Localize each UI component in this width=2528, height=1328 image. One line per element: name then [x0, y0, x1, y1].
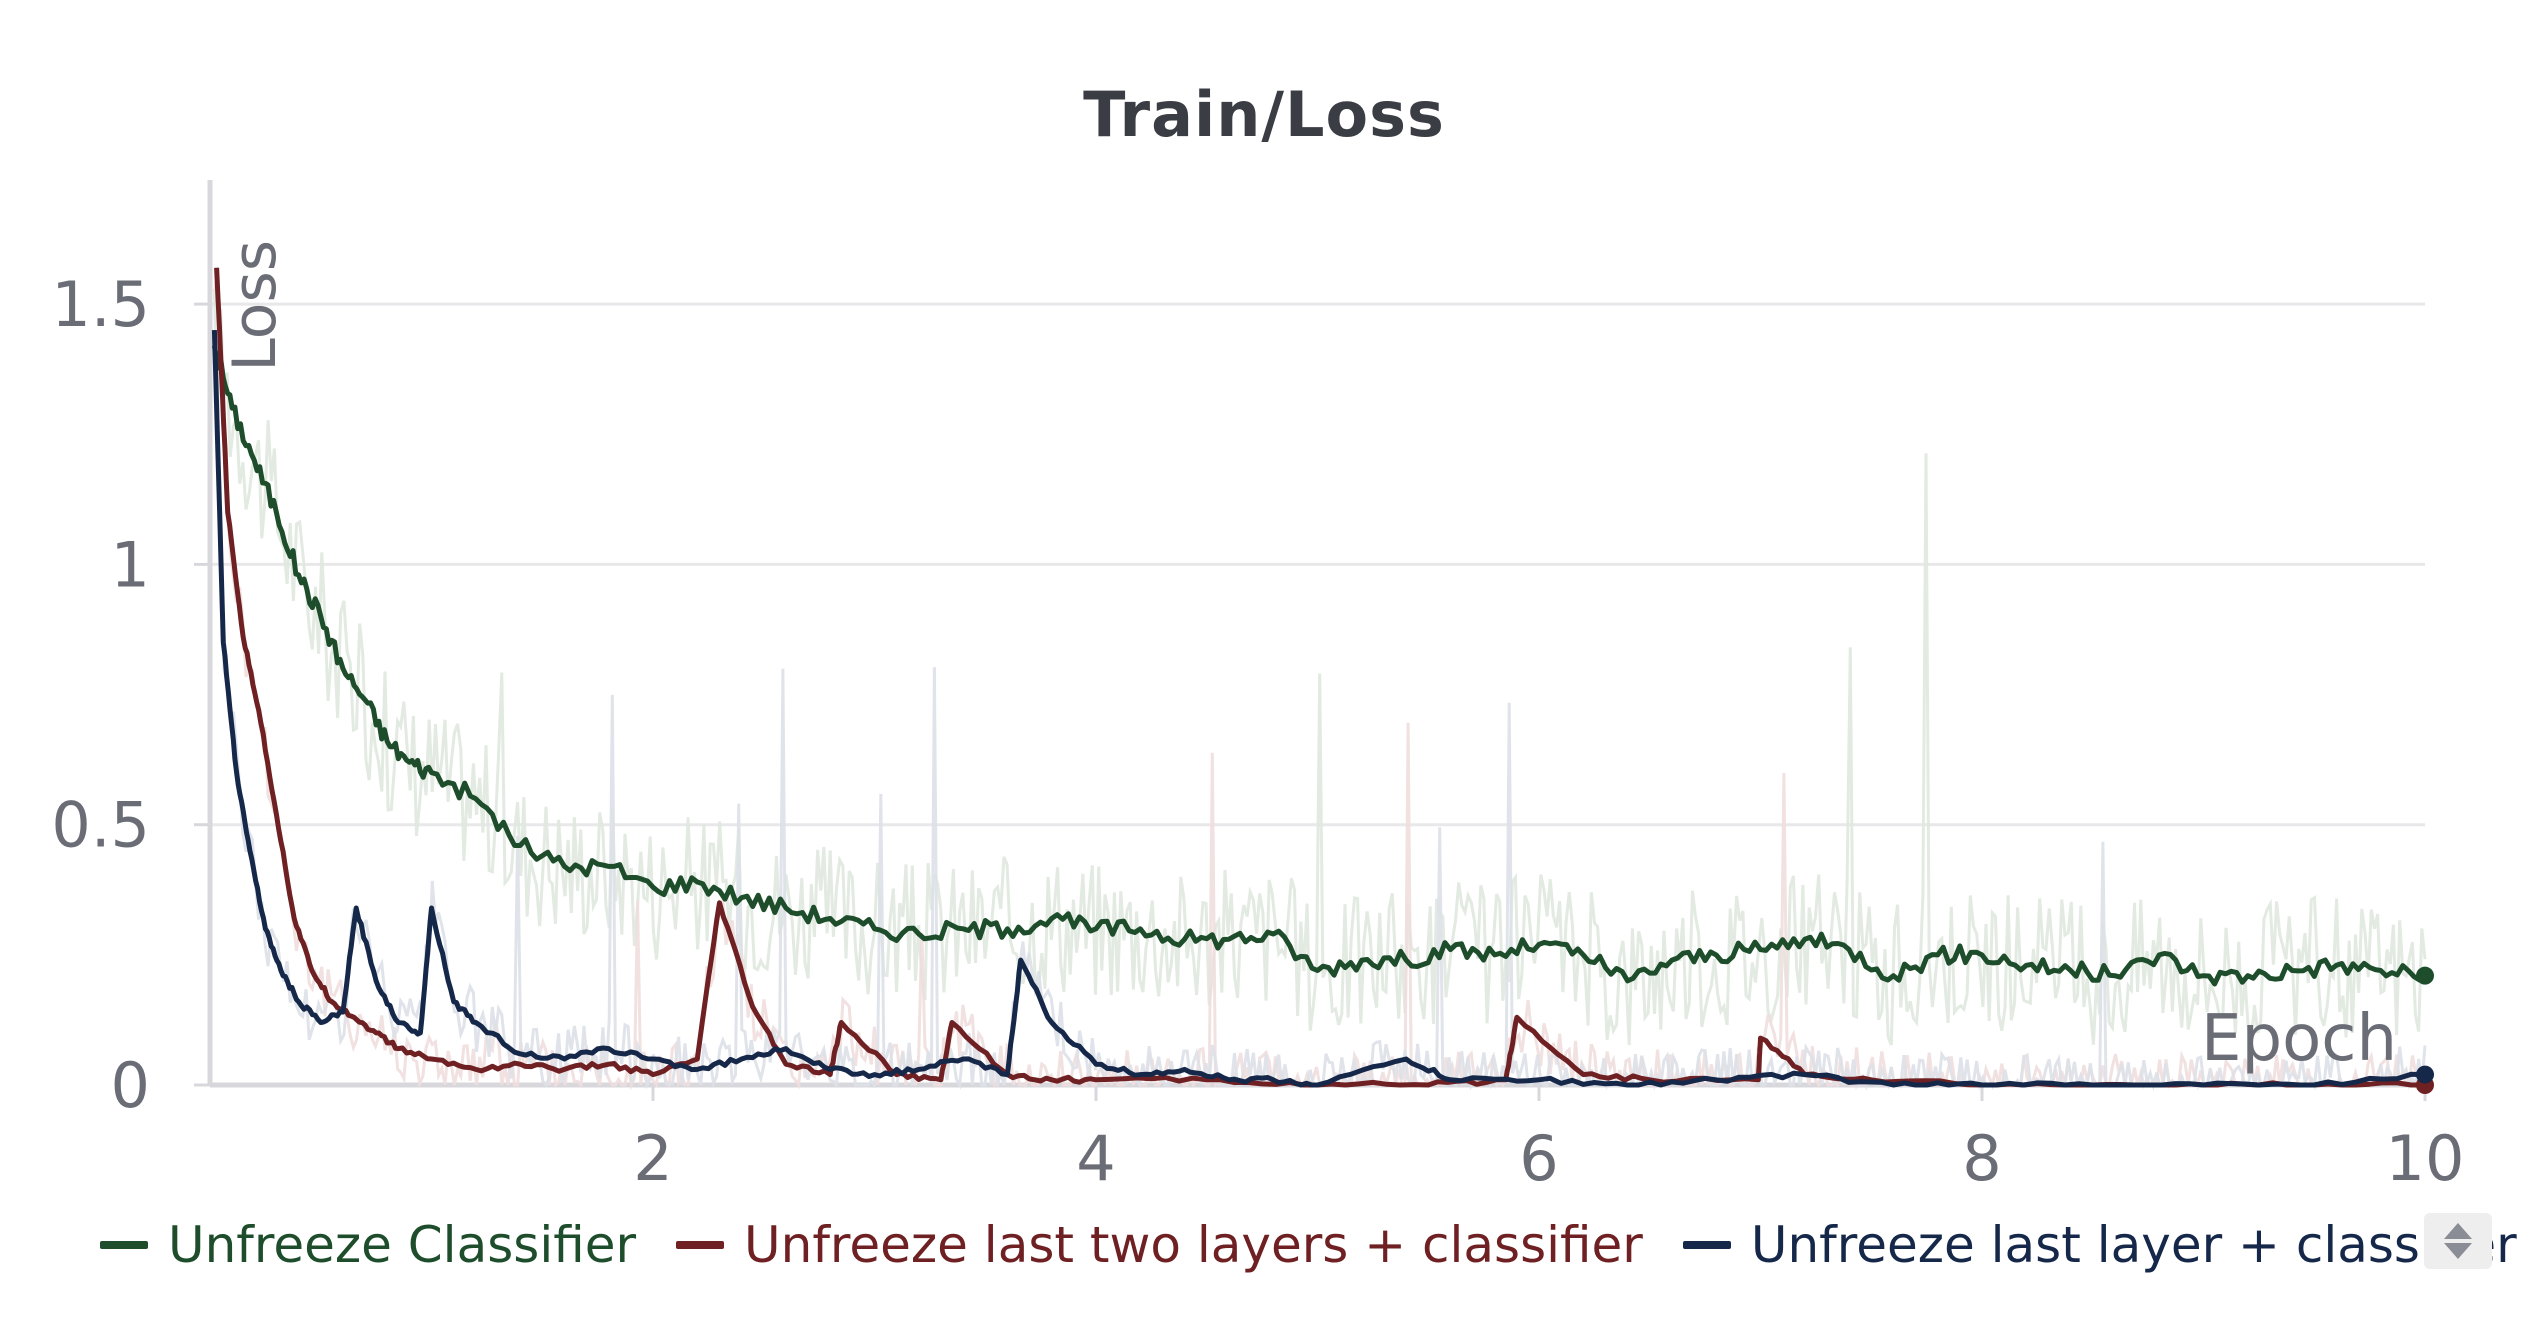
legend-label: Unfreeze Classifier — [168, 1216, 637, 1274]
x-tick-label: 2 — [633, 1122, 672, 1195]
legend: Unfreeze Classifier Unfreeze last two lay… — [100, 1210, 2517, 1280]
raw-series-line — [212, 288, 2427, 1046]
chart-title: Train/Loss — [1083, 78, 1445, 151]
y-tick-label: 0.5 — [51, 789, 150, 862]
series-layer — [211, 267, 2434, 1094]
legend-swatch — [1682, 1241, 1731, 1249]
series-line[interactable] — [214, 267, 2425, 1088]
x-axis-label: Epoch — [2201, 1002, 2397, 1076]
legend-swatch — [676, 1241, 725, 1249]
legend-scroll-button[interactable] — [2424, 1213, 2492, 1269]
y-tick-label: 1 — [111, 528, 150, 601]
y-tick-label: 1.5 — [51, 268, 150, 341]
x-tick-label: 4 — [1076, 1122, 1115, 1195]
raw-noise-layer — [212, 273, 2427, 1091]
series-line[interactable] — [211, 330, 2426, 1088]
series-3[interactable] — [211, 330, 2434, 1088]
x-tick-label: 8 — [1962, 1122, 2001, 1195]
series-1[interactable] — [211, 345, 2434, 987]
legend-item[interactable]: Unfreeze last layer + classifier — [1682, 1216, 2517, 1274]
label-layer: 0 0.5 1 1.5 2 4 6 8 10 Loss Epoch — [51, 240, 2464, 1195]
x-tick-label: 10 — [2386, 1122, 2465, 1195]
series-end-point — [2416, 966, 2434, 985]
y-axis-label: Loss — [220, 240, 290, 372]
series-end-point — [2416, 1065, 2434, 1084]
chevron-up-icon — [2444, 1223, 2472, 1239]
legend-label: Unfreeze last two layers + classifier — [744, 1216, 1643, 1274]
legend-item[interactable]: Unfreeze last two layers + classifier — [676, 1216, 1643, 1274]
legend-swatch — [100, 1241, 148, 1249]
x-tick-label: 6 — [1519, 1122, 1558, 1195]
legend-label: Unfreeze last layer + classifier — [1750, 1216, 2517, 1274]
chevron-down-icon — [2444, 1243, 2472, 1259]
y-tick-label: 0 — [111, 1049, 150, 1122]
series-line[interactable] — [211, 345, 2427, 987]
legend-item[interactable]: Unfreeze Classifier — [100, 1216, 636, 1274]
